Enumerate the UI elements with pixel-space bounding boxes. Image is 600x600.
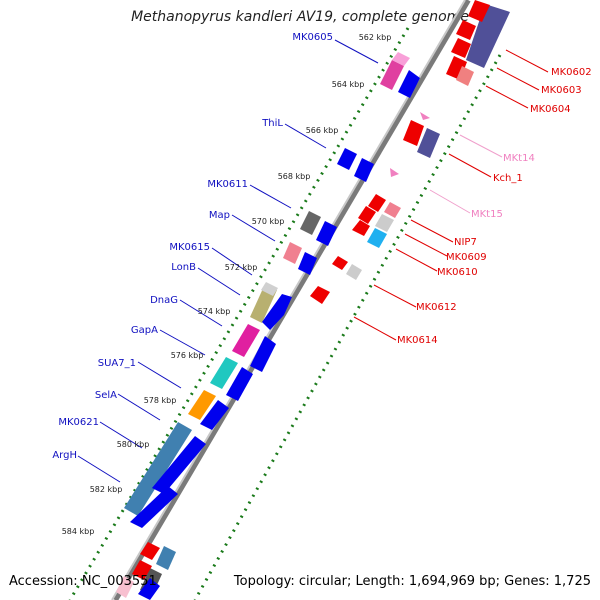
- gene-block: [283, 242, 302, 264]
- gene-block: [384, 202, 401, 218]
- gene-block: [124, 422, 192, 516]
- gene-label-left: Map: [209, 210, 230, 221]
- gene-arrow: [451, 38, 471, 58]
- kbp-tick-label: 576 kbp: [171, 351, 204, 360]
- right-gene-labels: MK0602 MK0603 MK0604 MKt14 Kch_1 MKt15 NIP7 MK0…: [397, 67, 592, 346]
- gene-block: [466, 4, 510, 68]
- kbp-tick-label: 578 kbp: [144, 396, 177, 405]
- kbp-tick-label: 562 kbp: [359, 33, 392, 42]
- gene-block: [354, 158, 374, 182]
- gene-arrow: [226, 367, 253, 401]
- gene-arrow: [140, 542, 160, 560]
- gene-label-left: ThiL: [261, 118, 283, 129]
- gene-arrow: [132, 560, 152, 580]
- gene-block: [210, 357, 238, 389]
- gene-label-right: MKt14: [503, 153, 535, 164]
- kbp-tick-label: 574 kbp: [198, 307, 231, 316]
- gene-arrow: [352, 220, 370, 236]
- left-gene-labels: MK0605 ThiL MK0611 Map MK0615 LonB DnaG GapA SUA…: [52, 32, 333, 461]
- gene-label-right: MK0603: [541, 85, 582, 96]
- gene-label-left: MK0621: [58, 417, 99, 428]
- gene-arrow: [368, 194, 386, 212]
- kbp-tick-label: 568 kbp: [278, 172, 311, 181]
- gene-block: [300, 211, 321, 235]
- gene-block: [116, 576, 134, 598]
- gene-arrow: [200, 400, 229, 430]
- gene-block: [156, 546, 176, 570]
- topology-text: Topology: circular; Length: 1,694,969 bp…: [233, 574, 591, 589]
- gene-block: [375, 214, 394, 232]
- kbp-tick-label: 566 kbp: [306, 126, 339, 135]
- gene-block: [316, 221, 337, 246]
- figure-title: Methanopyrus kandleri AV19, complete gen…: [131, 9, 469, 25]
- right-leader-lines: [353, 49, 549, 341]
- gene-block: [337, 148, 357, 170]
- gene-block: [417, 128, 440, 158]
- kbp-tick-label: 584 kbp: [62, 527, 95, 536]
- gene-label-left: SUA7_1: [98, 358, 136, 369]
- gene-arrow: [310, 286, 330, 304]
- gene-block: [392, 52, 410, 66]
- gene-arrow: [403, 120, 424, 146]
- kbp-tick-label: 570 kbp: [252, 217, 285, 226]
- gene-label-left: LonB: [171, 262, 196, 273]
- trna-mark: [390, 168, 399, 177]
- gene-label-right: NIP7: [454, 237, 477, 248]
- dotted-guide-right: [193, 54, 502, 600]
- gene-arrow: [152, 436, 206, 494]
- gene-label-right: MK0610: [437, 267, 478, 278]
- gene-arrow: [130, 486, 178, 528]
- gene-label-right: MK0614: [397, 335, 438, 346]
- left-leader-lines: [77, 39, 379, 483]
- gene-block: [456, 66, 474, 86]
- gene-label-right: MK0602: [551, 67, 592, 78]
- plus-strand-genes: [116, 0, 510, 600]
- gene-label-left: MK0605: [292, 32, 333, 43]
- gene-block: [367, 228, 387, 248]
- gene-block: [232, 324, 260, 357]
- trna-leader-lines: [429, 134, 503, 214]
- kbp-tick-label: 580 kbp: [117, 440, 150, 449]
- gene-label-right: Kch_1: [493, 173, 523, 184]
- gene-arrow: [456, 20, 476, 40]
- minus-strand-genes: [124, 52, 420, 596]
- genome-backbone: [112, 0, 471, 600]
- gene-arrow: [468, 0, 490, 22]
- gene-label-right: MK0604: [530, 104, 571, 115]
- gene-block: [346, 264, 362, 280]
- gene-label-left: GapA: [131, 325, 158, 336]
- accession-text: Accession: NC_003551: [9, 574, 157, 589]
- gene-arrow: [138, 578, 160, 600]
- gene-label-left: SelA: [95, 390, 117, 401]
- dotted-guide-left: [68, 27, 410, 600]
- gene-arrow: [250, 336, 276, 372]
- gene-label-right: MK0609: [446, 252, 487, 263]
- gene-label-left: ArgH: [52, 450, 77, 461]
- trna-mark: [420, 112, 430, 120]
- kbp-tick-label: 564 kbp: [332, 80, 365, 89]
- gene-arrow: [298, 252, 317, 275]
- gene-label-left: MK0611: [207, 179, 248, 190]
- gene-arrow: [332, 256, 348, 270]
- gene-label-right: MK0612: [416, 302, 457, 313]
- gene-block: [380, 60, 404, 90]
- kbp-tick-label: 572 kbp: [225, 263, 258, 272]
- gene-label-left: MK0615: [169, 242, 210, 253]
- gene-arrow: [262, 294, 292, 330]
- kbp-ticks: 562 kbp 564 kbp 566 kbp 568 kbp 570 kbp 572 k…: [62, 33, 392, 536]
- kbp-tick-label: 582 kbp: [90, 485, 123, 494]
- gene-label-left: DnaG: [150, 295, 178, 306]
- gene-arrow: [358, 206, 376, 224]
- gene-block: [261, 282, 278, 296]
- gene-block: [188, 390, 216, 420]
- gene-arrow: [398, 70, 420, 98]
- gene-label-right: MKt15: [471, 209, 503, 220]
